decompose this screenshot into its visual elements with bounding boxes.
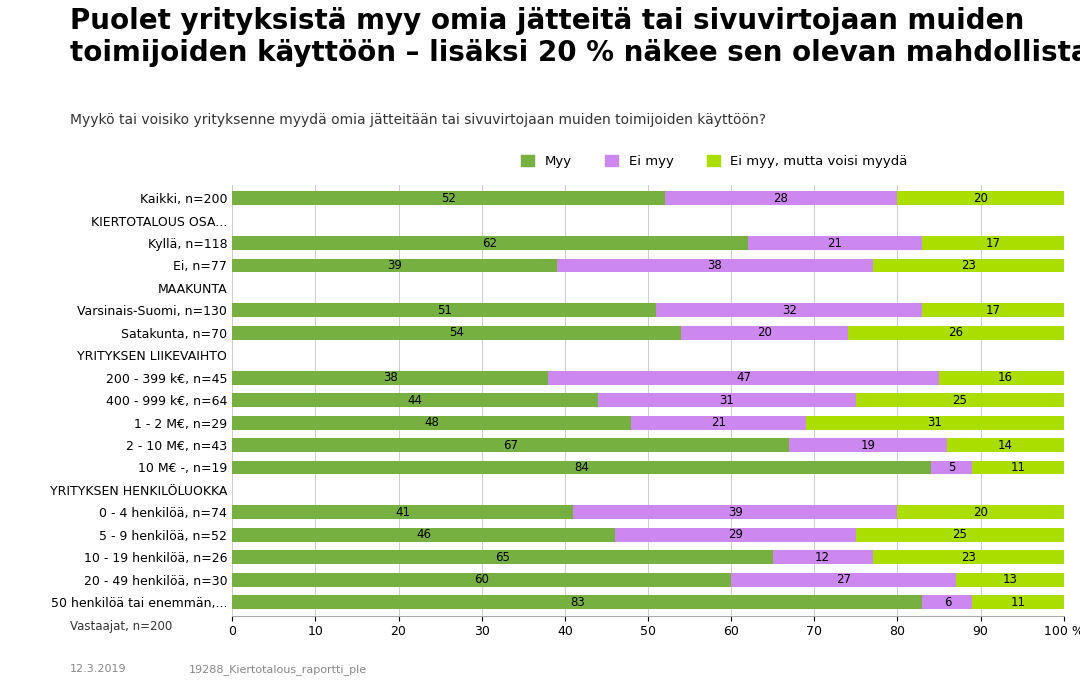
Text: 19: 19 <box>861 438 876 451</box>
Text: 16: 16 <box>998 371 1013 384</box>
Text: 23: 23 <box>961 259 975 272</box>
Bar <box>972 460 1064 475</box>
Bar <box>855 528 1064 542</box>
Bar <box>615 528 855 542</box>
Bar <box>931 460 972 475</box>
Bar <box>922 236 1064 250</box>
Text: 67: 67 <box>503 438 518 451</box>
Text: 51: 51 <box>436 304 451 317</box>
Text: 39: 39 <box>387 259 402 272</box>
Bar <box>598 393 855 407</box>
Bar <box>232 326 681 340</box>
Text: 25: 25 <box>953 393 968 407</box>
Text: 27: 27 <box>836 573 851 586</box>
Bar <box>806 416 1064 430</box>
Bar <box>232 304 657 317</box>
Bar <box>922 304 1064 317</box>
Text: Puolet yrityksistä myy omia jätteitä tai sivuvirtojaan muiden
toimijoiden käyttö: Puolet yrityksistä myy omia jätteitä tai… <box>70 7 1080 67</box>
Bar <box>731 573 956 587</box>
Text: 11: 11 <box>1011 596 1026 609</box>
Text: Myykö tai voisiko yrityksenne myydä omia jätteitään tai sivuvirtojaan muiden toi: Myykö tai voisiko yrityksenne myydä omia… <box>70 113 766 127</box>
Text: 21: 21 <box>827 237 842 250</box>
Text: 12.3.2019: 12.3.2019 <box>70 663 126 674</box>
Bar <box>972 595 1064 609</box>
Text: 20: 20 <box>757 326 772 339</box>
Text: 38: 38 <box>707 259 721 272</box>
Text: 29: 29 <box>728 528 743 541</box>
Text: 54: 54 <box>449 326 464 339</box>
Text: 13: 13 <box>1002 573 1017 586</box>
Text: 48: 48 <box>424 416 440 429</box>
Text: 44: 44 <box>407 393 422 407</box>
Bar <box>232 460 931 475</box>
Text: 52: 52 <box>441 192 456 205</box>
Text: 19288_Kiertotalous_raportti_ple: 19288_Kiertotalous_raportti_ple <box>189 663 367 674</box>
Text: 41: 41 <box>395 506 410 519</box>
Bar <box>848 326 1064 340</box>
Bar <box>573 505 897 519</box>
Text: 20: 20 <box>973 192 988 205</box>
Bar <box>897 505 1064 519</box>
Bar <box>773 551 873 564</box>
Bar <box>873 259 1064 272</box>
Text: 6: 6 <box>944 596 951 609</box>
Bar <box>747 236 922 250</box>
Text: 60: 60 <box>474 573 489 586</box>
Bar <box>956 573 1064 587</box>
Bar <box>632 416 806 430</box>
Bar <box>939 371 1072 384</box>
Text: 47: 47 <box>737 371 751 384</box>
Bar <box>897 192 1064 205</box>
Bar <box>232 236 747 250</box>
Bar <box>232 371 549 384</box>
Bar <box>855 393 1064 407</box>
Bar <box>922 595 972 609</box>
Text: 20: 20 <box>973 506 988 519</box>
Bar <box>232 192 664 205</box>
Bar <box>232 438 789 452</box>
Text: 31: 31 <box>719 393 734 407</box>
Bar <box>789 438 947 452</box>
Text: 5: 5 <box>948 461 955 474</box>
Bar <box>549 371 939 384</box>
Text: 11: 11 <box>1011 461 1026 474</box>
Text: 31: 31 <box>928 416 943 429</box>
Bar <box>232 551 773 564</box>
Bar <box>947 438 1064 452</box>
Text: 17: 17 <box>986 304 1000 317</box>
Text: 39: 39 <box>728 506 743 519</box>
Text: 38: 38 <box>382 371 397 384</box>
Text: 14: 14 <box>998 438 1013 451</box>
Text: 25: 25 <box>953 528 968 541</box>
Text: 28: 28 <box>773 192 788 205</box>
Text: 83: 83 <box>570 596 584 609</box>
Text: 32: 32 <box>782 304 797 317</box>
Text: Vastaajat, n=200: Vastaajat, n=200 <box>70 620 173 633</box>
Text: 26: 26 <box>948 326 963 339</box>
Bar <box>232 573 731 587</box>
Text: 84: 84 <box>575 461 589 474</box>
Bar <box>556 259 873 272</box>
Bar <box>657 304 922 317</box>
Bar <box>232 259 556 272</box>
Text: 62: 62 <box>483 237 498 250</box>
Legend: Myy, Ei myy, Ei myy, mutta voisi myydä: Myy, Ei myy, Ei myy, mutta voisi myydä <box>522 155 908 168</box>
Text: 23: 23 <box>961 551 975 564</box>
Text: 21: 21 <box>712 416 726 429</box>
Bar <box>232 595 922 609</box>
Text: 12: 12 <box>815 551 831 564</box>
Text: 65: 65 <box>495 551 510 564</box>
Text: 17: 17 <box>986 237 1000 250</box>
Bar <box>681 326 848 340</box>
Bar <box>232 505 573 519</box>
Text: 46: 46 <box>416 528 431 541</box>
Bar <box>232 528 615 542</box>
Bar <box>232 393 598 407</box>
Bar <box>664 192 897 205</box>
Bar <box>873 551 1064 564</box>
Bar <box>232 416 632 430</box>
